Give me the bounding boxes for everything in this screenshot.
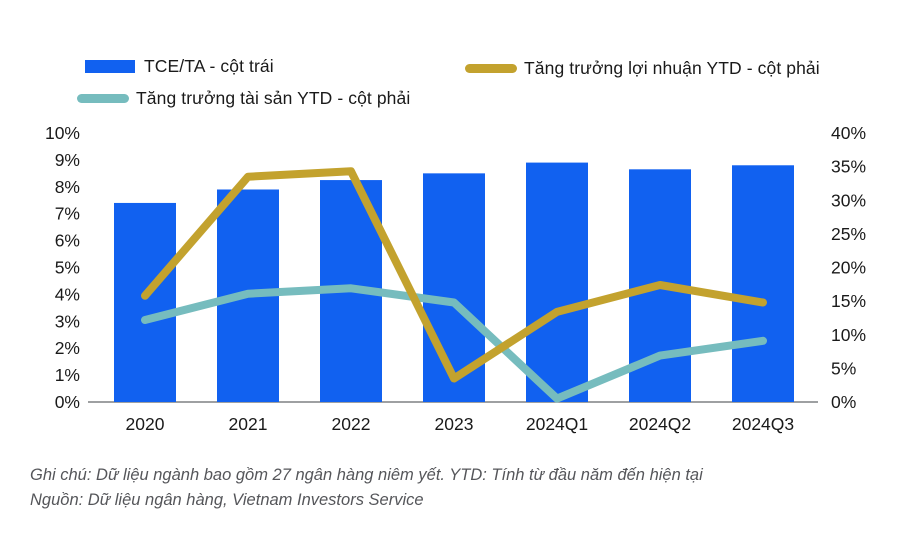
left-axis-tick-label: 10%: [45, 123, 80, 143]
x-axis-category-label: 2024Q3: [732, 414, 794, 434]
left-axis-tick-label: 7%: [55, 204, 80, 224]
x-axis-category-label: 2024Q1: [526, 414, 588, 434]
bar-2024Q1: [526, 162, 588, 402]
left-axis-tick-label: 5%: [55, 258, 80, 278]
bar-2020: [114, 202, 176, 402]
legend-item-asset-growth: Tăng trưởng tài sản YTD - cột phải: [77, 88, 410, 109]
x-axis-category-label: 2023: [435, 414, 474, 434]
footnote-note: Ghi chú: Dữ liệu ngành bao gồm 27 ngân h…: [30, 466, 703, 484]
right-axis-tick-label: 15%: [831, 291, 866, 311]
legend-label: Tăng trưởng lợi nhuận YTD - cột phải: [524, 58, 820, 78]
right-axis-tick-label: 20%: [831, 258, 866, 278]
x-axis-category-label: 2021: [229, 414, 268, 434]
legend-label: Tăng trưởng tài sản YTD - cột phải: [136, 88, 411, 108]
right-axis-tick-label: 40%: [831, 123, 866, 143]
line-swatch-icon: [465, 64, 517, 73]
bar-2024Q3: [732, 165, 794, 402]
right-axis-tick-label: 35%: [831, 157, 866, 177]
left-axis-tick-label: 9%: [55, 150, 80, 170]
line-swatch-icon: [77, 94, 129, 103]
left-axis-tick-label: 6%: [55, 231, 80, 251]
right-axis-tick-label: 30%: [831, 190, 866, 210]
bar-swatch-icon: [85, 60, 135, 73]
left-axis-tick-label: 3%: [55, 311, 80, 331]
right-axis-tick-label: 0%: [831, 392, 856, 412]
left-axis-tick-label: 0%: [55, 392, 80, 412]
x-axis-category-label: 2020: [126, 414, 165, 434]
legend-item-profit-growth: Tăng trưởng lợi nhuận YTD - cột phải: [465, 58, 820, 79]
left-axis-tick-label: 4%: [55, 284, 80, 304]
dual-axis-chart: 10% 9% 8% 7% 6% 5% 4% 3% 2% 1% 0% 40% 35% 30% 25% 20% 15…: [45, 123, 866, 434]
left-axis-tick-label: 1%: [55, 365, 80, 385]
x-axis-category-label: 2024Q2: [629, 414, 691, 434]
line-series: [141, 167, 767, 383]
legend-label: TCE/TA - cột trái: [144, 56, 274, 76]
right-axis-tick-label: 25%: [831, 224, 866, 244]
left-axis-tick-label: 2%: [55, 338, 80, 358]
legend-item-tce-ta: TCE/TA - cột trái: [85, 56, 274, 77]
footnote-source: Nguồn: Dữ liệu ngân hàng, Vietnam Invest…: [30, 491, 424, 509]
x-axis-category-label: 2022: [332, 414, 371, 434]
right-axis-tick-label: 10%: [831, 325, 866, 345]
line-series: [141, 284, 767, 403]
left-axis-tick-label: 8%: [55, 177, 80, 197]
right-axis-tick-label: 5%: [831, 358, 856, 378]
